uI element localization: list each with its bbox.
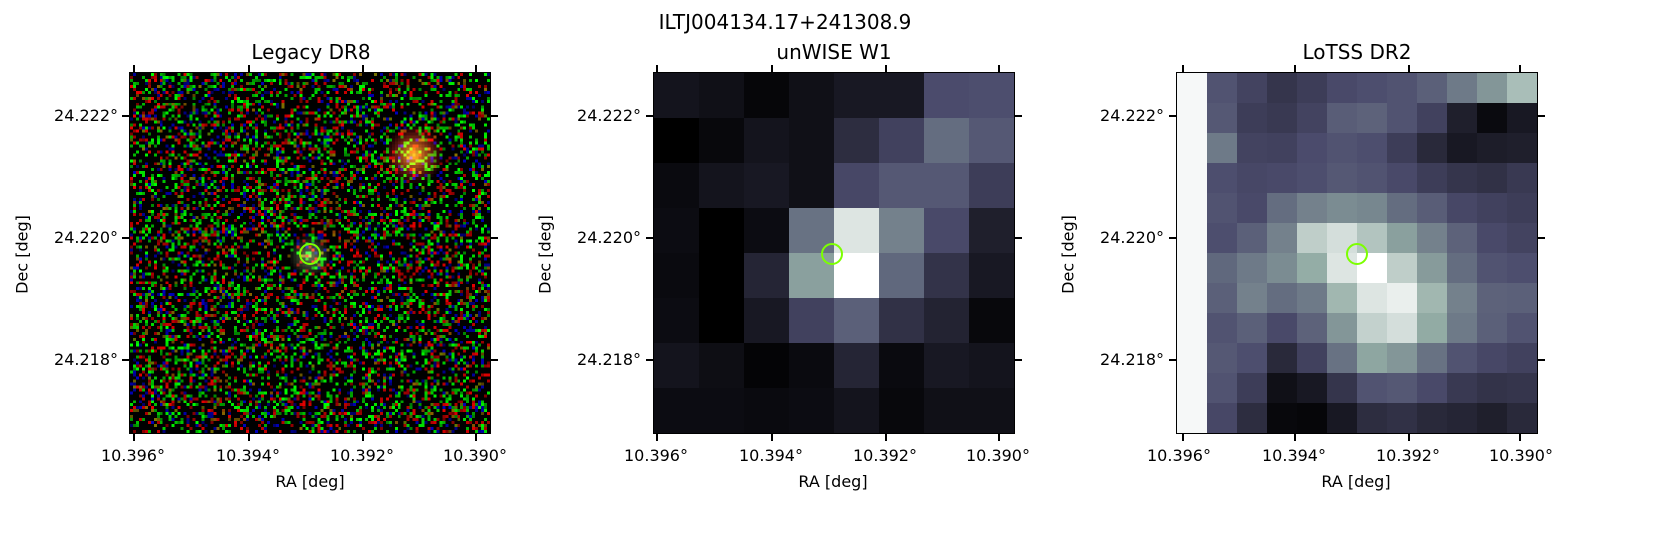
x-tick-label: 10.392° bbox=[330, 446, 394, 465]
tick-mark bbox=[133, 434, 135, 441]
tick-mark bbox=[1169, 237, 1176, 239]
tick-mark bbox=[133, 65, 135, 72]
tick-mark bbox=[998, 434, 1000, 441]
tick-mark bbox=[1519, 65, 1521, 72]
tick-mark bbox=[771, 434, 773, 441]
panel-legacy: Legacy DR8 Dec [deg] 24.222° 24.220° 24.… bbox=[0, 0, 540, 539]
tick-mark bbox=[1408, 65, 1410, 72]
y-tick-label: 24.218° bbox=[1100, 350, 1164, 369]
tick-mark bbox=[122, 115, 129, 117]
figure-title: ILTJ004134.17+241308.9 bbox=[658, 10, 912, 34]
tick-mark bbox=[491, 359, 498, 361]
y-tick-label: 24.218° bbox=[54, 350, 118, 369]
tick-mark bbox=[1169, 115, 1176, 117]
tick-mark bbox=[646, 237, 653, 239]
y-axis-label: Dec [deg] bbox=[12, 215, 32, 294]
y-tick-label: 24.222° bbox=[1100, 106, 1164, 125]
x-tick-label: 10.396° bbox=[101, 446, 165, 465]
y-tick-label: 24.220° bbox=[577, 228, 641, 247]
tick-mark bbox=[885, 434, 887, 441]
tick-mark bbox=[1015, 359, 1022, 361]
y-tick-label: 24.218° bbox=[577, 350, 641, 369]
image-lotss bbox=[1176, 72, 1538, 434]
x-tick-label: 10.392° bbox=[1376, 446, 1440, 465]
tick-mark bbox=[1538, 115, 1545, 117]
target-marker bbox=[1346, 243, 1368, 265]
tick-mark bbox=[1182, 65, 1184, 72]
tick-mark bbox=[1015, 237, 1022, 239]
tick-mark bbox=[656, 434, 658, 441]
tick-mark bbox=[885, 65, 887, 72]
x-tick-label: 10.390° bbox=[443, 446, 507, 465]
tick-mark bbox=[1294, 434, 1296, 441]
tick-mark bbox=[475, 434, 477, 441]
x-axis-label: RA [deg] bbox=[1321, 472, 1391, 491]
x-tick-label: 10.394° bbox=[1262, 446, 1326, 465]
tick-mark bbox=[646, 359, 653, 361]
image-unwise bbox=[653, 72, 1015, 434]
x-axis-label: RA [deg] bbox=[275, 472, 345, 491]
tick-mark bbox=[491, 237, 498, 239]
tick-mark bbox=[1169, 359, 1176, 361]
tick-mark bbox=[122, 237, 129, 239]
y-axis-label: Dec [deg] bbox=[535, 215, 555, 294]
tick-mark bbox=[362, 65, 364, 72]
tick-mark bbox=[1408, 434, 1410, 441]
x-tick-label: 10.390° bbox=[1489, 446, 1553, 465]
image-legacy bbox=[129, 72, 491, 434]
panel-title: LoTSS DR2 bbox=[1302, 40, 1412, 64]
x-tick-label: 10.394° bbox=[216, 446, 280, 465]
tick-mark bbox=[1538, 359, 1545, 361]
tick-mark bbox=[1015, 115, 1022, 117]
tick-mark bbox=[656, 65, 658, 72]
tick-mark bbox=[646, 115, 653, 117]
tick-mark bbox=[362, 434, 364, 441]
x-tick-label: 10.390° bbox=[966, 446, 1030, 465]
x-tick-label: 10.392° bbox=[853, 446, 917, 465]
tick-mark bbox=[122, 359, 129, 361]
panel-title: unWISE W1 bbox=[776, 40, 892, 64]
y-tick-label: 24.222° bbox=[54, 106, 118, 125]
y-tick-label: 24.222° bbox=[577, 106, 641, 125]
target-marker bbox=[821, 243, 843, 265]
tick-mark bbox=[475, 65, 477, 72]
y-tick-label: 24.220° bbox=[1100, 228, 1164, 247]
target-marker bbox=[299, 243, 321, 265]
x-tick-label: 10.394° bbox=[739, 446, 803, 465]
panel-unwise: unWISE W1 Dec [deg] 24.222° 24.220° 24.2… bbox=[523, 0, 1063, 539]
tick-mark bbox=[1294, 65, 1296, 72]
tick-mark bbox=[998, 65, 1000, 72]
y-tick-label: 24.220° bbox=[54, 228, 118, 247]
tick-mark bbox=[491, 115, 498, 117]
tick-mark bbox=[1519, 434, 1521, 441]
tick-mark bbox=[1538, 237, 1545, 239]
panel-lotss: LoTSS DR2 Dec [deg] 24.222° 24.220° 24.2… bbox=[1046, 0, 1586, 539]
tick-mark bbox=[771, 65, 773, 72]
tick-mark bbox=[248, 434, 250, 441]
x-tick-label: 10.396° bbox=[624, 446, 688, 465]
x-tick-label: 10.396° bbox=[1147, 446, 1211, 465]
y-axis-label: Dec [deg] bbox=[1058, 215, 1078, 294]
panel-title: Legacy DR8 bbox=[251, 40, 371, 64]
tick-mark bbox=[248, 65, 250, 72]
tick-mark bbox=[1182, 434, 1184, 441]
x-axis-label: RA [deg] bbox=[798, 472, 868, 491]
